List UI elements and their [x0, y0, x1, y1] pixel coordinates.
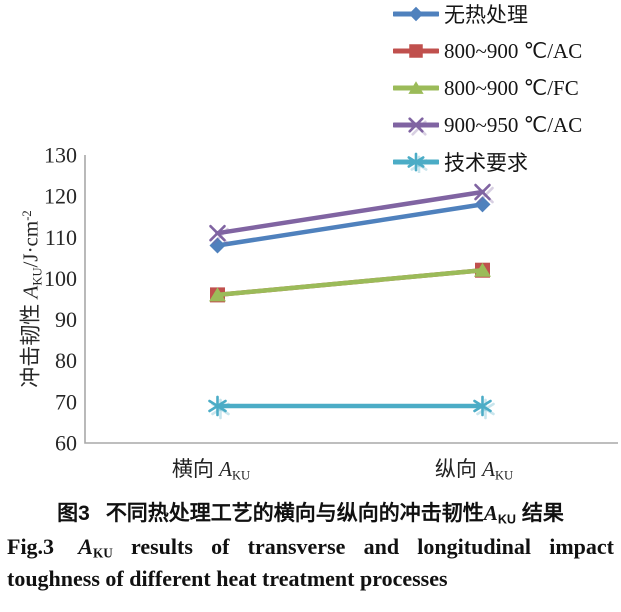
series-marker-square	[409, 44, 423, 58]
legend-item-2: 800~900 ℃/FC	[393, 75, 582, 100]
caption-zh-symbol: A	[483, 501, 498, 525]
series-marker-triangle	[209, 287, 226, 302]
y-tick-label: 70	[55, 389, 77, 414]
x-axis-label-longitudinal: 纵向 AKU	[435, 453, 513, 484]
x-label-symbol: A	[482, 457, 495, 481]
x-label-subscript: KU	[231, 468, 251, 483]
caption-en-text: results of transverse and longitudinal i…	[112, 534, 614, 559]
caption-en-number: Fig.3	[7, 534, 55, 559]
caption-en-line1: Fig.3 AKU results of transverse and long…	[7, 534, 614, 562]
x-label-text: 横向	[171, 457, 220, 481]
caption-en-line2: toughness of different heat treatment pr…	[7, 565, 448, 591]
legend-marker-x-icon	[393, 117, 439, 136]
figure-caption: 图3 不同热处理工艺的横向与纵向的冲击韧性AKU 结果 Fig.3 AKU res…	[0, 497, 621, 592]
series-marker-asterisk	[208, 399, 227, 413]
series-marker-diamond	[474, 196, 491, 213]
series-marker-asterisk	[473, 399, 492, 413]
series-marker-triangle	[474, 262, 491, 277]
series-line-3	[215, 189, 485, 236]
axis-lines	[84, 155, 618, 444]
caption-zh-tail: 结果	[516, 502, 564, 525]
impact-toughness-chart: 60 70 80 90 100 110 120 130 冲击韧性 AKU/J·cm-2 无热处…	[15, 3, 618, 484]
series-line-2	[215, 267, 485, 298]
legend-label: 900~950 ℃/AC	[444, 112, 583, 137]
caption-zh: 图3 不同热处理工艺的横向与纵向的冲击韧性AKU 结果	[7, 497, 614, 527]
y-axis-symbol: A	[18, 285, 43, 299]
legend-marker-diamond-icon	[393, 6, 439, 22]
series-marker-asterisk	[407, 156, 425, 168]
series-marker-diamond	[209, 237, 226, 254]
legend-item-4: 技术要求	[393, 151, 582, 175]
y-tick-label: 130	[44, 143, 77, 168]
legend-item-0: 无热处理	[393, 3, 582, 27]
y-axis-title: 冲击韧性 AKU/J·cm-2	[15, 210, 46, 387]
series-marker-x	[209, 224, 226, 242]
legend-label: 无热处理	[444, 3, 528, 27]
series-line-0	[215, 202, 485, 248]
legend-marker-asterisk-icon	[393, 152, 439, 173]
x-axis-label-transverse: 横向 AKU	[172, 453, 250, 484]
caption-zh-subscript: KU	[497, 512, 517, 527]
legend-marker-square-icon	[393, 44, 439, 58]
series-marker-triangle	[408, 81, 424, 94]
series-marker-x	[474, 183, 491, 201]
y-axis-unit: /J·cm	[18, 220, 43, 268]
chart-plot: 60 70 80 90 100 110 120 130	[44, 143, 618, 456]
legend-marker-triangle-icon	[393, 81, 439, 94]
series-marker-x	[408, 117, 424, 133]
legend-item-3: 900~950 ℃/AC	[393, 112, 583, 137]
legend-label: 800~900 ℃/FC	[444, 75, 579, 100]
caption-en-symbol: A	[78, 534, 93, 559]
chart-legend: 无热处理 800~900 ℃/AC 800~900 ℃/FC 900~950 ℃/AC…	[393, 3, 583, 175]
y-tick-label: 80	[55, 348, 77, 373]
x-label-text: 纵向	[434, 457, 483, 481]
y-tick-label: 110	[45, 225, 77, 250]
y-axis-symbol-subscript: KU	[30, 267, 45, 286]
caption-zh-text: 不同热处理工艺的横向与纵向的冲击韧性	[105, 502, 484, 525]
y-axis-unit-exponent: -2	[19, 210, 34, 221]
caption-zh-number: 图3	[57, 502, 90, 525]
x-label-subscript: KU	[494, 468, 514, 483]
y-tick-label: 90	[55, 307, 77, 332]
y-tick-label: 120	[44, 184, 77, 209]
y-tick-label: 100	[44, 266, 77, 291]
caption-en-subscript: KU	[92, 545, 113, 561]
legend-label: 800~900 ℃/AC	[444, 38, 583, 63]
series-marker-diamond	[408, 6, 424, 22]
legend-item-1: 800~900 ℃/AC	[393, 38, 583, 63]
y-axis-title-text: 冲击韧性	[18, 298, 43, 388]
x-label-symbol: A	[219, 457, 232, 481]
y-tick-label: 60	[55, 431, 77, 456]
legend-label: 技术要求	[444, 151, 528, 175]
